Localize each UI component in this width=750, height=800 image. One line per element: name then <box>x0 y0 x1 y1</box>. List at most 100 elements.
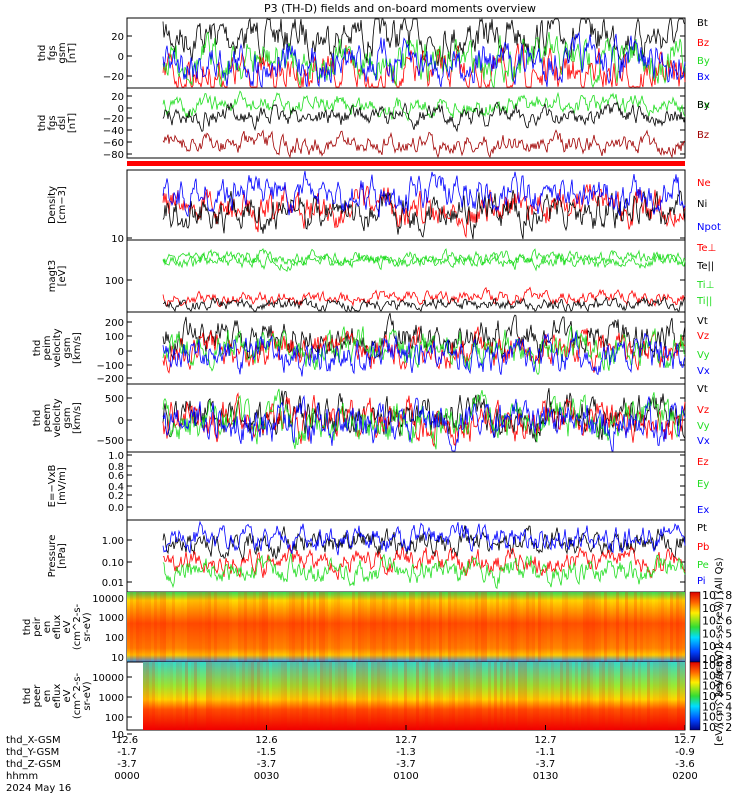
spectrogram-column <box>425 662 428 730</box>
panel-density: Density [cm−3] 10 Ne Ni Npot <box>47 169 721 245</box>
spectrogram <box>127 592 685 662</box>
series-Vy <box>162 325 686 376</box>
panel-peer_eflux: thd peer en eflux eV (cm^2-s-sr-eV)10000 1000 1… <box>22 646 732 746</box>
spectrogram-column <box>595 592 598 662</box>
y-axis-label: peem <box>42 404 53 432</box>
spectrogram-column <box>566 662 569 730</box>
spectrogram-column <box>281 662 284 730</box>
spectrogram-column <box>215 662 218 730</box>
series-Ti|| <box>162 250 686 272</box>
spectrogram-column <box>659 662 662 730</box>
series-Te|| <box>162 296 686 312</box>
spectrogram-column <box>196 592 199 662</box>
series-Ne <box>162 183 686 239</box>
spectrogram-column <box>244 592 247 662</box>
y-tick-label: 0 <box>118 416 124 427</box>
y-tick-label: −80 <box>103 150 124 161</box>
spectrogram-column <box>205 592 208 662</box>
spectrogram-column <box>376 592 379 662</box>
spectrogram-column <box>634 592 637 662</box>
y-tick-label: 10 <box>111 730 124 741</box>
y-axis-label: gsm <box>62 407 73 428</box>
y-tick-label: 1.0 <box>108 451 124 462</box>
colorbar-tick-label: 10^6 <box>702 615 732 628</box>
legend-Vy: Vy <box>697 350 710 361</box>
y-axis-label: (cm^2-s- <box>72 603 83 650</box>
series-Vz <box>162 326 686 374</box>
spectrogram-column <box>580 592 583 662</box>
spectrogram-column <box>661 592 664 662</box>
spectrogram-column <box>623 662 626 730</box>
spectrogram-column <box>296 662 299 730</box>
spectrogram-column <box>485 662 488 730</box>
spectrogram-column <box>199 592 202 662</box>
y-axis-label: thd <box>37 45 48 62</box>
spectrogram-column <box>208 592 211 662</box>
spectrogram-column <box>154 592 157 662</box>
panel-frame <box>126 169 686 241</box>
spectrogram-column <box>524 662 527 730</box>
spectrogram-column <box>614 662 617 730</box>
y-axis-label: E=−VxB <box>47 465 58 508</box>
spectrogram-column <box>340 592 343 662</box>
spectrogram-column <box>212 662 215 730</box>
spectrogram-column <box>538 592 541 662</box>
x-row-label: thd_Z-GSM <box>6 759 61 770</box>
plot-title: P3 (TH-D) fields and on-board moments ov… <box>264 2 536 15</box>
spectrogram-column <box>176 662 179 730</box>
spectrogram-column <box>220 592 223 662</box>
spectrogram-column <box>467 662 470 730</box>
spectrogram-column <box>248 662 251 730</box>
spectrogram-column <box>578 662 581 730</box>
spectrogram-column <box>656 662 659 730</box>
spectrogram-column <box>602 662 605 730</box>
spectrogram-column <box>665 662 668 730</box>
spectrogram-column <box>320 662 323 730</box>
spectrogram-column <box>515 662 518 730</box>
spectrogram-column <box>239 662 242 730</box>
spectrogram-column <box>439 592 442 662</box>
spectrogram-column <box>295 592 298 662</box>
y-tick-label: 1000 <box>99 613 124 624</box>
legend-Ez: Ez <box>697 457 709 468</box>
spectrogram-column <box>404 662 407 730</box>
spectrogram-column <box>304 592 307 662</box>
series-Pe <box>162 552 686 590</box>
y-tick-label: 0.2 <box>108 491 124 502</box>
spectrogram-column <box>646 592 649 662</box>
series-Ti⊥ <box>162 248 686 267</box>
spectrogram-column <box>269 662 272 730</box>
spectrogram-column <box>569 662 572 730</box>
spectrogram-column <box>298 592 301 662</box>
spectrogram-column <box>443 662 446 730</box>
spectrogram-column <box>341 662 344 730</box>
spectrogram-column <box>647 662 650 730</box>
spectrogram-column <box>632 662 635 730</box>
series-Bx <box>162 31 686 88</box>
y-axis-label: [eV] <box>57 266 68 287</box>
series-Bt <box>162 17 686 67</box>
spectrogram-column <box>667 592 670 662</box>
spectrogram-column <box>311 662 314 730</box>
series-Bx <box>162 90 686 122</box>
y-tick-label: 0.6 <box>108 471 124 482</box>
spectrogram-column <box>509 662 512 730</box>
x-tick-label: 0200 <box>672 771 697 782</box>
spectrogram-column <box>157 592 160 662</box>
colorbar <box>689 591 701 663</box>
spectrogram-column <box>151 592 154 662</box>
spectrogram-column <box>563 662 566 730</box>
spectrogram-column <box>445 592 448 662</box>
spectrogram-column <box>502 592 505 662</box>
spectrogram-column <box>583 592 586 662</box>
spectrogram-column <box>529 592 532 662</box>
colorbar-tick-label: 10^8 <box>702 659 732 672</box>
spectrogram-column <box>224 662 227 730</box>
spectrogram-column <box>241 592 244 662</box>
x-tick-label: 12.6 <box>116 735 138 746</box>
spectrogram-column <box>271 592 274 662</box>
spectrogram <box>143 662 685 730</box>
series-Vx <box>162 331 686 377</box>
spectrogram-column <box>305 662 308 730</box>
spectrogram-column <box>440 662 443 730</box>
